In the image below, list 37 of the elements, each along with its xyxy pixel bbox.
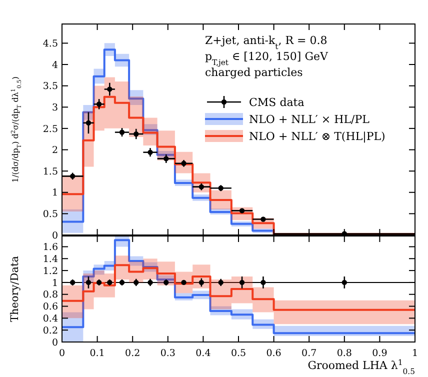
x-tick-label: 0.7 <box>302 348 317 359</box>
y-tick-label: 4 <box>52 60 58 71</box>
y-tick-label: 1.4 <box>42 254 58 265</box>
x-tick-label: 0.8 <box>336 348 352 359</box>
y-tick-label: 0 <box>52 230 58 242</box>
y-tick-label: 0.6 <box>42 302 58 313</box>
legend-label: CMS data <box>249 96 305 109</box>
y-tick-label: 1 <box>52 188 58 199</box>
y-tick-label: 0 <box>52 337 58 348</box>
x-tick-label: 0.6 <box>266 348 282 359</box>
y-tick-label: 0.4 <box>42 314 58 325</box>
y-tick-label: 2 <box>52 145 58 156</box>
x-tick-label: 1 <box>412 348 418 359</box>
x-tick-label: 0.5 <box>230 348 246 359</box>
y-tick-label: 1.2 <box>42 266 58 277</box>
y-tick-label: 4.5 <box>42 38 58 50</box>
y-tick-label: 0.5 <box>42 209 58 220</box>
annotation: p$_{T,jet}$ ∈ [120, 150] GeV <box>205 50 330 66</box>
x-tick-label: 0.1 <box>90 348 105 359</box>
x-tick-label: 0 <box>58 348 66 359</box>
annotation: charged particles <box>205 66 304 79</box>
y-tick-label: 1.6 <box>42 242 58 254</box>
y-tick-label: 1 <box>52 278 58 289</box>
x-tick-label: 0.9 <box>372 348 388 359</box>
annotation: Z+jet, anti-k$_{t}$, R = 0.8 <box>205 34 328 50</box>
legend-label: NLO + NLL′ ⊗ T(HL|PL) <box>249 130 386 143</box>
y-tick-label: 1.5 <box>42 166 58 178</box>
x-tick-label: 0.2 <box>125 348 140 359</box>
y-axis-title: Theory/Data <box>9 256 21 322</box>
y-tick-label: 3 <box>52 102 58 114</box>
x-tick-label: 0.4 <box>196 348 211 359</box>
y-tick-label: 2.5 <box>42 124 58 135</box>
y-tick-label: 0.8 <box>42 290 58 301</box>
legend-label: NLO + NLL′ × HL/PL <box>249 112 370 126</box>
y-tick-label: 3.5 <box>42 81 58 92</box>
y-tick-label: 0.2 <box>42 325 58 336</box>
x-tick-label: 0.3 <box>160 348 176 359</box>
